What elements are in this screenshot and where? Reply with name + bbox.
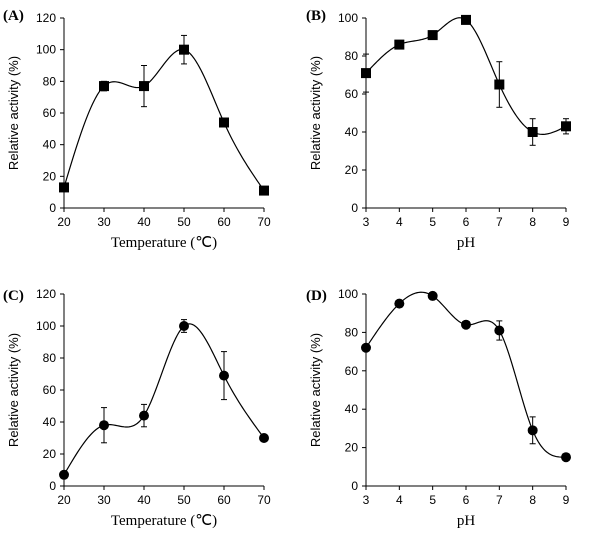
data-point-square [494, 79, 505, 90]
data-point-circle [361, 342, 371, 353]
y-tick-label: 40 [43, 415, 57, 429]
series-curve [365, 17, 567, 135]
data-point-square [259, 185, 269, 196]
y-tick-label: 80 [345, 49, 359, 63]
y-tick-label: 80 [43, 351, 57, 365]
x-tick-label: 6 [463, 215, 470, 229]
data-point-circle [99, 420, 109, 431]
data-point-circle [461, 319, 471, 330]
data-point-circle [527, 425, 538, 436]
data-point-circle [427, 290, 438, 301]
y-tick-label: 60 [345, 87, 359, 101]
y-axis-title: Relative activity (%) [6, 333, 21, 447]
y-tick-label: 100 [338, 287, 358, 301]
y-tick-label: 0 [351, 479, 358, 493]
x-tick-label: 8 [529, 493, 536, 507]
x-tick-label: 70 [257, 493, 271, 507]
x-tick-label: 40 [137, 215, 151, 229]
y-axis-title: Relative activity (%) [308, 56, 323, 170]
panel-label: (A) [3, 8, 24, 24]
x-tick-label: 4 [396, 493, 403, 507]
y-tick-label: 40 [345, 125, 359, 139]
x-tick-label: 40 [137, 493, 151, 507]
x-tick-label: 30 [97, 493, 111, 507]
panel-label: (D) [306, 288, 327, 304]
x-tick-label: 30 [97, 215, 111, 229]
x-tick-label: 50 [177, 493, 191, 507]
y-tick-label: 100 [36, 43, 56, 57]
y-axis-title: Relative activity (%) [6, 56, 21, 170]
data-point-square [561, 121, 571, 132]
x-axis-title: pH [457, 513, 476, 529]
x-tick-label: 20 [57, 215, 71, 229]
x-tick-label: 20 [57, 493, 71, 507]
x-tick-label: 5 [429, 215, 436, 229]
y-tick-label: 20 [345, 441, 359, 455]
data-point-square [99, 81, 109, 92]
x-axis-title: pH [457, 235, 476, 251]
y-tick-label: 20 [345, 163, 359, 177]
data-point-square [427, 30, 438, 41]
y-tick-label: 0 [49, 479, 56, 493]
data-point-circle [259, 433, 269, 443]
data-point-circle [179, 321, 189, 331]
y-tick-label: 80 [345, 325, 359, 339]
y-tick-label: 100 [338, 11, 358, 25]
data-point-circle [59, 469, 69, 480]
y-tick-label: 20 [43, 169, 57, 183]
y-tick-label: 0 [49, 201, 56, 215]
y-axis-title: Relative activity (%) [308, 333, 323, 447]
x-tick-label: 7 [496, 493, 503, 507]
x-tick-label: 4 [396, 215, 403, 229]
y-tick-label: 60 [345, 364, 359, 378]
data-point-square [179, 44, 189, 55]
panel-label: (C) [3, 288, 24, 304]
x-tick-label: 6 [463, 493, 470, 507]
y-tick-label: 60 [43, 106, 57, 120]
series-curve [63, 323, 265, 476]
data-point-circle [494, 325, 505, 336]
panel-d: (D) 0 20 40 60 80 100 3 4 5 6 7 8 9 pH Relative activit… [306, 287, 571, 529]
series-curve [63, 48, 265, 191]
x-tick-label: 3 [363, 493, 370, 507]
x-axis-title: Temperature (℃) [111, 235, 217, 251]
y-tick-label: 40 [43, 138, 57, 152]
x-tick-label: 3 [363, 215, 370, 229]
data-point-circle [139, 410, 149, 421]
x-tick-label: 9 [563, 493, 570, 507]
x-tick-label: 5 [429, 493, 436, 507]
data-point-square [527, 127, 538, 137]
data-point-square [139, 81, 149, 92]
y-tick-label: 0 [351, 201, 358, 215]
x-tick-label: 70 [257, 215, 271, 229]
x-tick-label: 60 [217, 215, 231, 229]
data-point-circle [219, 370, 229, 381]
y-tick-label: 40 [345, 402, 359, 416]
x-tick-label: 9 [563, 215, 570, 229]
y-tick-label: 20 [43, 447, 57, 461]
y-tick-label: 120 [36, 11, 56, 25]
y-tick-label: 60 [43, 383, 57, 397]
x-tick-label: 8 [529, 215, 536, 229]
data-point-square [59, 182, 69, 193]
data-point-square [361, 68, 371, 79]
x-tick-label: 50 [177, 215, 191, 229]
data-point-circle [561, 452, 571, 463]
panel-b: (B) 0 20 40 60 80 100 3 4 5 6 7 8 9 pH Relative activit… [306, 8, 571, 251]
y-tick-label: 80 [43, 74, 57, 88]
y-tick-label: 120 [36, 287, 56, 301]
x-tick-label: 60 [217, 493, 231, 507]
x-axis-title: Temperature (℃) [111, 513, 217, 529]
data-point-square [394, 39, 405, 50]
data-point-circle [394, 298, 405, 309]
data-point-square [219, 117, 229, 128]
y-tick-label: 100 [36, 319, 56, 333]
panel-label: (B) [306, 8, 326, 24]
x-tick-label: 7 [496, 215, 503, 229]
data-point-square [461, 14, 471, 25]
